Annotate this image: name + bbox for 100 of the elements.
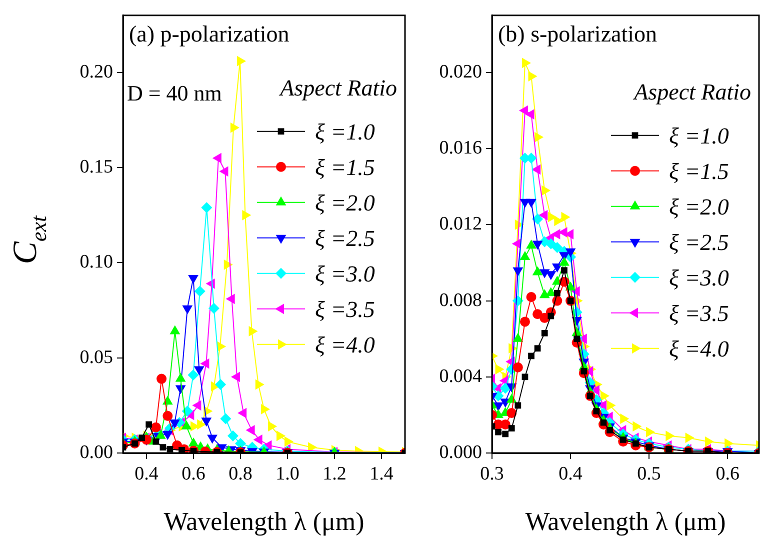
point bbox=[532, 164, 541, 175]
point bbox=[541, 330, 548, 336]
point bbox=[248, 326, 258, 336]
chart-title: (a) p-polarization bbox=[129, 21, 290, 46]
point bbox=[178, 446, 185, 453]
point bbox=[565, 248, 576, 258]
point bbox=[220, 413, 232, 424]
x-tick-label: 1.0 bbox=[276, 463, 300, 484]
legend-label: ξ =1.5 bbox=[669, 158, 729, 184]
point bbox=[520, 316, 530, 327]
y-tick-label: 0.05 bbox=[80, 346, 113, 368]
point bbox=[224, 259, 233, 270]
point bbox=[230, 122, 240, 133]
legend-label: ξ =4.0 bbox=[315, 332, 376, 358]
point bbox=[138, 434, 145, 441]
chart-title: (b) s-polarization bbox=[498, 21, 658, 46]
point bbox=[194, 286, 206, 297]
point bbox=[508, 425, 515, 432]
y-tick-label: 0.00 bbox=[80, 442, 113, 463]
point bbox=[495, 428, 502, 436]
x-tick-label: 1.4 bbox=[370, 463, 394, 484]
point bbox=[261, 404, 270, 414]
x-tick-label: 0.4 bbox=[558, 463, 583, 484]
point bbox=[574, 336, 580, 342]
legend-title: Aspect Ratio bbox=[278, 75, 397, 100]
y-tick-label: 0.020 bbox=[439, 61, 482, 82]
point bbox=[237, 56, 246, 66]
point bbox=[215, 379, 226, 390]
point bbox=[276, 430, 286, 442]
point bbox=[520, 251, 530, 260]
point bbox=[561, 212, 570, 222]
point bbox=[255, 379, 264, 390]
legend-title: Aspect Ratio bbox=[632, 79, 751, 104]
y-tick-label: 0.016 bbox=[439, 138, 482, 159]
point bbox=[539, 289, 550, 298]
legend-label: ξ =1.0 bbox=[669, 123, 730, 148]
point bbox=[522, 374, 528, 380]
point bbox=[284, 436, 294, 447]
point bbox=[554, 216, 564, 226]
point bbox=[166, 446, 174, 452]
point bbox=[162, 410, 173, 421]
point bbox=[495, 364, 504, 374]
point bbox=[528, 71, 538, 82]
point bbox=[502, 430, 509, 438]
x-tick-label: 1.2 bbox=[322, 463, 346, 484]
x-tick-label: 0.5 bbox=[637, 463, 661, 484]
point bbox=[512, 267, 524, 276]
annotation: D = 40 nm bbox=[127, 80, 222, 106]
y-tick-label: 0.012 bbox=[439, 214, 482, 235]
legend-label: ξ =3.0 bbox=[669, 265, 730, 290]
point bbox=[526, 198, 536, 208]
legend-label: ξ =2.0 bbox=[669, 194, 730, 220]
x-tick-label: 0.8 bbox=[228, 463, 252, 484]
point bbox=[182, 406, 193, 417]
x-tick-label: 0.3 bbox=[480, 463, 504, 484]
point bbox=[528, 352, 534, 360]
y-tick-label: 0.10 bbox=[80, 252, 113, 273]
y-tick-label: 0.20 bbox=[80, 61, 113, 82]
x-axis-title: Wavelength λ (μm) bbox=[525, 507, 726, 536]
y-tick-label: 0.15 bbox=[80, 156, 113, 178]
legend-label: ξ =2.0 bbox=[315, 190, 376, 216]
point bbox=[500, 382, 511, 394]
point bbox=[532, 240, 543, 250]
y-tick-label: 0.000 bbox=[439, 442, 482, 463]
legend-label: ξ =3.5 bbox=[315, 296, 375, 322]
point bbox=[542, 185, 551, 196]
point bbox=[545, 238, 556, 250]
point bbox=[235, 438, 246, 449]
legend-label: ξ =1.0 bbox=[315, 119, 376, 144]
point bbox=[242, 210, 252, 220]
point bbox=[201, 202, 212, 214]
point bbox=[175, 372, 186, 382]
point bbox=[512, 362, 523, 372]
point bbox=[208, 302, 220, 314]
x-axis-title: Wavelength λ (μm) bbox=[164, 507, 364, 536]
legend-label: ξ =2.5 bbox=[315, 226, 375, 251]
point bbox=[188, 274, 198, 284]
point bbox=[522, 58, 531, 68]
point bbox=[554, 290, 560, 296]
point bbox=[500, 419, 510, 430]
point bbox=[532, 213, 544, 224]
point bbox=[146, 421, 152, 428]
legend-label: ξ =2.5 bbox=[669, 230, 729, 255]
legend-label: ξ =3.0 bbox=[315, 261, 376, 286]
point bbox=[534, 345, 541, 352]
x-tick-label: 0.4 bbox=[134, 463, 159, 484]
point bbox=[506, 408, 517, 418]
legend-label: ξ =4.0 bbox=[669, 336, 730, 362]
point bbox=[156, 374, 167, 384]
point bbox=[181, 420, 192, 430]
point bbox=[150, 422, 161, 432]
point bbox=[526, 240, 536, 249]
point bbox=[170, 325, 180, 334]
point bbox=[182, 305, 193, 314]
point bbox=[188, 369, 199, 380]
point bbox=[548, 312, 554, 320]
point bbox=[227, 430, 238, 442]
point bbox=[552, 242, 563, 254]
x-tick-label: 0.6 bbox=[182, 463, 206, 484]
y-tick-label: 0.008 bbox=[439, 290, 482, 311]
